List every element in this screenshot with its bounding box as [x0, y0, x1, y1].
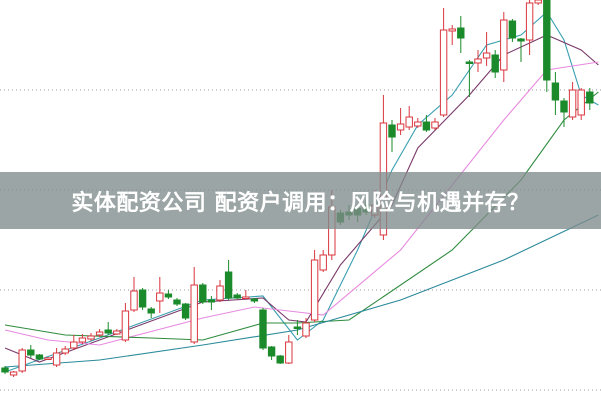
candle-up — [52, 352, 61, 366]
candle-up — [70, 341, 78, 349]
candle-up — [448, 28, 456, 32]
candle-up — [121, 310, 130, 341]
candle-down — [1, 367, 9, 373]
candle-up — [310, 259, 319, 321]
candle-down — [586, 91, 594, 104]
candle-down — [517, 38, 525, 42]
headline-text: 实体配资公司 配资户调用：风险与机遇并存？ — [71, 190, 530, 216]
candle-up — [577, 89, 585, 116]
candle-up — [242, 296, 250, 299]
moving-average-line — [4, 11, 599, 373]
candle-down — [173, 299, 181, 305]
candle-down — [207, 299, 216, 303]
candle-down — [465, 61, 474, 64]
candle-up — [474, 58, 482, 64]
moving-average-line — [4, 34, 599, 363]
candle-down — [233, 294, 241, 299]
candle-up — [439, 29, 448, 116]
candle-up — [61, 348, 69, 354]
candle-down — [224, 271, 233, 299]
candle-up — [9, 371, 18, 376]
candle-down — [104, 329, 112, 334]
candle-down — [457, 27, 465, 39]
candle-up — [216, 285, 224, 301]
candle-up — [156, 292, 164, 302]
candle-up — [95, 331, 104, 336]
candle-down — [422, 121, 431, 131]
candle-down — [181, 303, 190, 319]
candle-down — [276, 355, 284, 364]
candle-down — [250, 298, 259, 302]
candle-up — [482, 52, 491, 59]
candle-up — [500, 19, 508, 71]
candle-up — [431, 121, 439, 129]
candle-up — [525, 2, 534, 41]
candle-up — [44, 357, 52, 360]
candle-up — [396, 123, 405, 131]
candle-down — [551, 82, 560, 101]
candle-up — [568, 89, 577, 118]
candle-down — [138, 289, 147, 308]
candle-down — [388, 124, 396, 138]
candle-up — [285, 341, 293, 364]
candle-up — [414, 121, 422, 127]
candle-down — [164, 293, 173, 298]
candle-down — [27, 349, 35, 356]
candle-up — [78, 337, 87, 343]
candle-down — [293, 326, 302, 329]
candle-up — [534, 0, 542, 4]
candle-up — [190, 284, 198, 343]
headline-banner: 实体配资公司 配资户调用：风险与机遇并存？ — [0, 172, 601, 229]
candle-down — [35, 354, 44, 360]
candle-up — [130, 290, 138, 311]
candle-down — [560, 100, 568, 113]
candle-down — [543, 0, 551, 81]
candle-up — [302, 322, 310, 337]
candle-down — [147, 308, 155, 314]
candle-down — [267, 346, 276, 357]
candle-up — [18, 349, 26, 372]
candle-up — [87, 335, 95, 340]
candle-up — [319, 254, 327, 271]
candle-down — [491, 54, 499, 73]
candle-down — [508, 20, 517, 39]
candle-up — [113, 330, 121, 335]
candle-down — [259, 309, 267, 349]
candle-down — [199, 284, 207, 303]
candle-up — [405, 116, 413, 128]
